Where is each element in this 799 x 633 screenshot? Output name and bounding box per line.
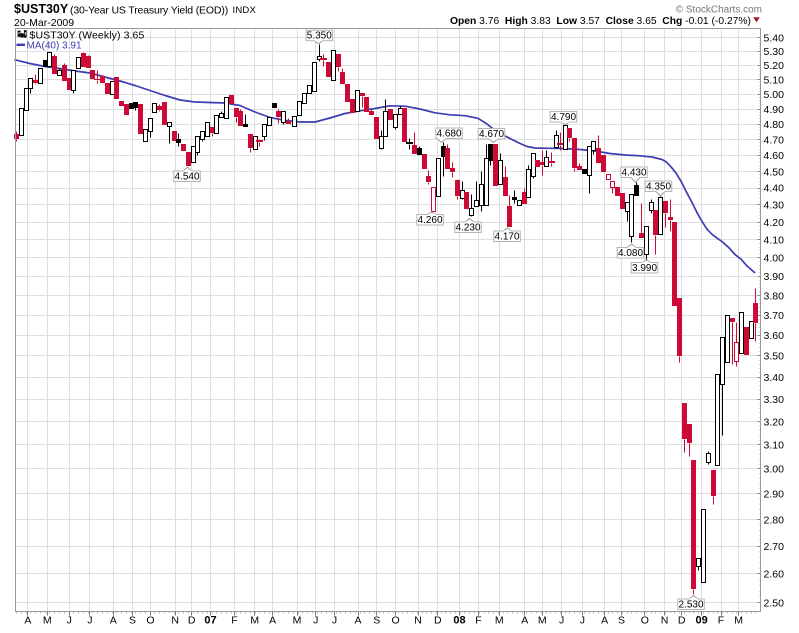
svg-text:4.30: 4.30	[764, 200, 785, 212]
svg-text:M: M	[43, 615, 52, 627]
svg-text:3.40: 3.40	[764, 372, 785, 384]
svg-text:A: A	[601, 615, 608, 627]
svg-text:20-Mar-2009: 20-Mar-2009	[14, 17, 74, 29]
svg-text:3.90: 3.90	[764, 271, 785, 283]
svg-text:5.40: 5.40	[764, 33, 785, 45]
svg-text:5.30: 5.30	[764, 46, 785, 58]
svg-text:4.70: 4.70	[764, 134, 785, 146]
svg-text:2.530: 2.530	[678, 599, 703, 610]
svg-text:4.40: 4.40	[764, 183, 785, 195]
svg-text:F: F	[475, 615, 481, 627]
svg-text:5.00: 5.00	[764, 89, 785, 101]
svg-text:© StockCharts.com: © StockCharts.com	[676, 4, 762, 15]
svg-text:2.90: 2.90	[764, 489, 785, 501]
svg-text:4.680: 4.680	[436, 128, 461, 139]
svg-text:2.60: 2.60	[764, 569, 785, 581]
svg-text:M: M	[250, 615, 259, 627]
svg-text:3.60: 3.60	[764, 330, 785, 342]
svg-text:J: J	[313, 615, 318, 627]
svg-text:3.30: 3.30	[764, 394, 785, 406]
svg-text:09: 09	[695, 615, 707, 627]
svg-text:N: N	[661, 615, 669, 627]
svg-text:INDX: INDX	[233, 5, 257, 16]
svg-text:N: N	[171, 615, 179, 627]
svg-text:4.00: 4.00	[764, 253, 785, 265]
svg-text:$UST30Y (Weekly) 3.65: $UST30Y (Weekly) 3.65	[30, 30, 145, 42]
svg-text:4.170: 4.170	[494, 231, 519, 242]
svg-text:4.230: 4.230	[455, 222, 480, 233]
svg-text:O: O	[146, 615, 154, 627]
svg-text:3.20: 3.20	[764, 416, 785, 428]
svg-text:4.50: 4.50	[764, 166, 785, 178]
svg-text:2.50: 2.50	[764, 597, 785, 609]
svg-text:08: 08	[453, 615, 465, 627]
svg-text:3.80: 3.80	[764, 290, 785, 302]
svg-text:2.80: 2.80	[764, 514, 785, 526]
svg-text:J: J	[87, 615, 92, 627]
svg-text:A: A	[354, 615, 361, 627]
svg-text:O: O	[641, 615, 649, 627]
svg-text:S: S	[129, 615, 136, 627]
svg-text:4.080: 4.080	[618, 248, 643, 259]
svg-text:5.350: 5.350	[307, 31, 332, 42]
svg-text:(30-Year US Treasury Yield (EO: (30-Year US Treasury Yield (EOD))	[70, 5, 228, 17]
svg-text:4.430: 4.430	[621, 167, 646, 178]
svg-text:4.670: 4.670	[479, 129, 504, 140]
svg-text:N: N	[414, 615, 422, 627]
svg-text:3.50: 3.50	[764, 351, 785, 363]
svg-text:4.90: 4.90	[764, 104, 785, 116]
svg-text:J: J	[332, 615, 337, 627]
svg-text:$UST30Y: $UST30Y	[14, 2, 69, 16]
svg-text:S: S	[373, 615, 380, 627]
svg-text:3.990: 3.990	[632, 263, 657, 274]
svg-text:4.350: 4.350	[646, 181, 671, 192]
svg-text:3.10: 3.10	[764, 440, 785, 452]
svg-text:J: J	[67, 615, 72, 627]
svg-text:2.70: 2.70	[764, 541, 785, 553]
svg-text:M: M	[734, 615, 743, 627]
svg-text:07: 07	[204, 615, 216, 627]
svg-text:D: D	[678, 615, 686, 627]
svg-text:5.20: 5.20	[764, 60, 785, 72]
svg-text:A: A	[110, 615, 117, 627]
svg-text:M: M	[495, 615, 504, 627]
svg-text:F: F	[231, 615, 237, 627]
svg-text:D: D	[188, 615, 196, 627]
svg-text:3.00: 3.00	[764, 464, 785, 476]
svg-text:4.10: 4.10	[764, 235, 785, 247]
svg-text:Open 3.76 High 3.83 Low 3.57: Open 3.76 High 3.83 Low 3.57 Close 3.65 …	[450, 16, 751, 27]
svg-text:4.60: 4.60	[764, 150, 785, 162]
svg-text:A: A	[269, 615, 276, 627]
svg-text:M: M	[538, 615, 547, 627]
svg-text:3.70: 3.70	[764, 310, 785, 322]
svg-text:F: F	[718, 615, 724, 627]
svg-text:D: D	[434, 615, 442, 627]
svg-text:MA(40) 3.91: MA(40) 3.91	[27, 40, 82, 51]
svg-text:S: S	[618, 615, 625, 627]
svg-text:J: J	[559, 615, 564, 627]
svg-text:5.10: 5.10	[764, 75, 785, 87]
svg-text:4.20: 4.20	[764, 217, 785, 229]
svg-text:A: A	[24, 615, 31, 627]
svg-text:J: J	[580, 615, 585, 627]
svg-text:4.540: 4.540	[174, 171, 199, 182]
svg-text:A: A	[521, 615, 528, 627]
svg-text:4.790: 4.790	[551, 112, 576, 123]
svg-text:4.260: 4.260	[417, 215, 442, 226]
svg-text:M: M	[293, 615, 302, 627]
svg-text:O: O	[392, 615, 400, 627]
svg-text:4.80: 4.80	[764, 119, 785, 131]
